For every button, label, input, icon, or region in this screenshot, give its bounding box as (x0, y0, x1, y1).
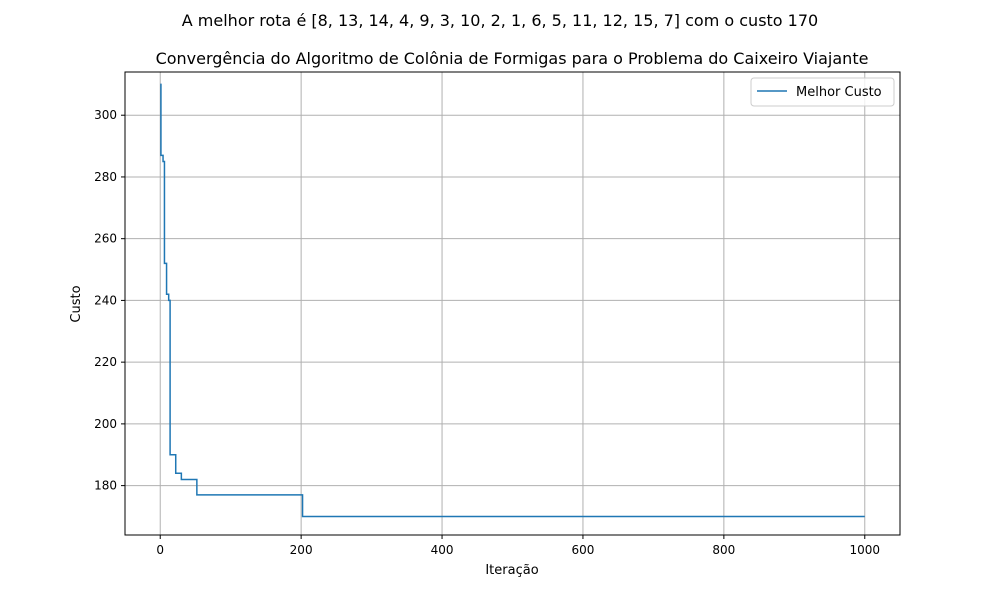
y-tick-label: 180 (94, 479, 117, 493)
x-tick-label: 0 (156, 543, 164, 557)
y-axis-label: Custo (69, 285, 84, 322)
x-axis-label: Iteração (485, 563, 538, 578)
x-tick-label: 600 (572, 543, 595, 557)
axis-ticks: 0 200 400 600 800 1000 180 200 220 240 260 280 300 (94, 108, 880, 557)
grid-lines (125, 72, 900, 535)
legend: Melhor Custo (750, 77, 895, 107)
x-tick-label: 200 (290, 543, 313, 557)
series-lines (160, 83, 865, 518)
y-tick-label: 200 (94, 417, 117, 431)
y-tick-label: 260 (94, 232, 117, 246)
chart-title: Convergência do Algoritmo de Colônia de … (156, 49, 869, 68)
figure-suptitle: A melhor rota é [8, 13, 14, 4, 9, 3, 10,… (182, 11, 818, 30)
legend-label: Melhor Custo (796, 85, 882, 100)
y-tick-label: 300 (94, 108, 117, 122)
y-tick-label: 280 (94, 170, 117, 184)
x-tick-label: 400 (431, 543, 454, 557)
legend-box (750, 77, 895, 107)
x-tick-label: 1000 (849, 543, 880, 557)
y-tick-label: 240 (94, 293, 117, 307)
y-tick-label: 220 (94, 355, 117, 369)
series-line-melhor-custo (160, 83, 865, 518)
x-tick-label: 800 (712, 543, 735, 557)
plot-area-frame (124, 71, 901, 536)
